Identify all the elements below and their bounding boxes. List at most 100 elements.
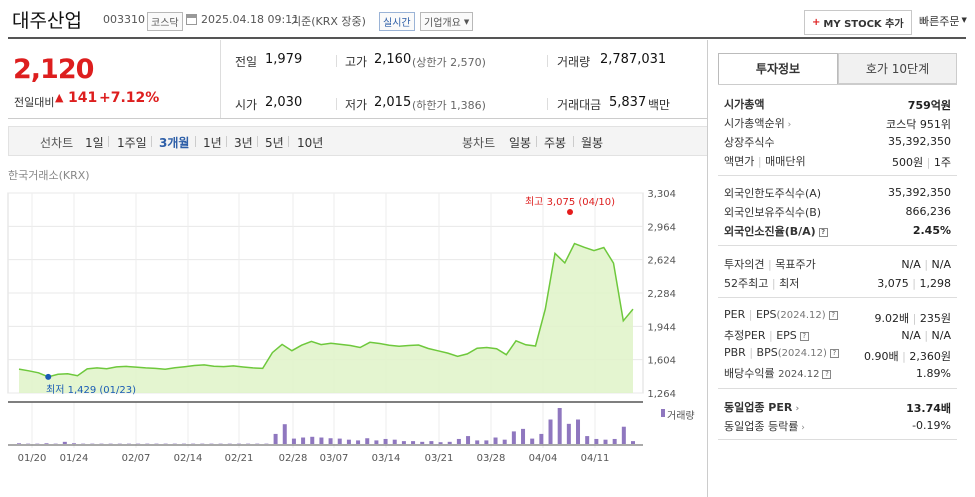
opinion-value: N/A	[901, 258, 921, 271]
volume-bar	[337, 438, 342, 444]
opinion-target-label: 투자의견 | 목표주가	[724, 258, 816, 271]
tab-3year[interactable]: 3년	[234, 136, 253, 150]
tab-10year[interactable]: 10년	[297, 136, 324, 150]
price-line	[18, 242, 634, 378]
volume-bar	[530, 438, 535, 444]
x-tick-label: 03/28	[477, 453, 506, 464]
x-tick-label: 02/28	[279, 453, 308, 464]
x-tick-label: 02/14	[174, 453, 203, 464]
volume-bar	[438, 442, 443, 444]
w52-low-value: 1,298	[919, 277, 952, 290]
chart-source-label: 한국거래소(KRX)	[8, 169, 90, 182]
volume-bar	[603, 439, 608, 444]
company-info-button[interactable]: 기업개요 ▼	[420, 12, 474, 31]
section-divider	[718, 175, 957, 176]
w52-low-label: 최저	[779, 277, 800, 290]
y-tick-label: 1,264	[647, 389, 676, 400]
divider	[288, 136, 289, 147]
price-area	[19, 243, 633, 393]
market-cap-label: 시가총액	[724, 98, 765, 111]
industry-per-value: 13.74배	[906, 402, 951, 415]
help-icon[interactable]: ?	[818, 227, 828, 237]
volume-bar	[62, 441, 67, 444]
tab-orderbook[interactable]: 호가 10단계	[838, 53, 957, 84]
volume-bar	[310, 436, 315, 444]
bps-period: (2024.12)	[777, 348, 827, 359]
industry-chg-label-wrap[interactable]: 동일업종 등락률 ›	[724, 418, 805, 434]
divider	[336, 55, 337, 67]
divider	[226, 136, 227, 147]
divider	[536, 136, 537, 147]
tab-weekly[interactable]: 주봉	[544, 136, 567, 150]
pbr-label: PBR	[724, 346, 746, 359]
divider	[573, 136, 574, 147]
tab-1year[interactable]: 1년	[203, 136, 222, 150]
volume-bar	[493, 437, 498, 444]
div-period: 2024.12	[778, 369, 820, 380]
y-tick-label: 3,304	[647, 189, 676, 200]
tab-3month[interactable]: 3개월	[159, 136, 190, 150]
x-tick-label: 03/07	[320, 453, 349, 464]
upper-limit: (상한가 2,570)	[412, 56, 486, 69]
tab-daily[interactable]: 일봉	[509, 136, 532, 150]
quick-order-button[interactable]: 빠른주문 ▼	[919, 13, 967, 29]
vertical-divider	[220, 40, 221, 118]
help-icon[interactable]: ?	[799, 331, 809, 341]
volume-bar	[576, 419, 581, 444]
header-divider	[8, 37, 966, 39]
quote-datetime: 2025.04.18 09:11	[201, 13, 300, 26]
volume-bar	[447, 441, 452, 444]
help-icon[interactable]: ?	[828, 310, 838, 320]
volume-bar	[328, 438, 333, 444]
target-label: 목표주가	[775, 258, 816, 271]
x-tick-label: 02/21	[225, 453, 254, 464]
est-per-value: N/A | N/A	[901, 329, 951, 342]
shares-label: 상장주식수	[724, 136, 775, 149]
tab-1day[interactable]: 1일	[85, 136, 104, 150]
tab-monthly[interactable]: 월봉	[581, 136, 604, 150]
stock-name: 대주산업	[12, 10, 82, 32]
market-cap-rank-text: 시가총액순위	[724, 117, 785, 130]
plus-icon: +	[812, 17, 821, 28]
volume-bar	[621, 426, 626, 444]
x-tick-label: 03/14	[372, 453, 401, 464]
market-cap-value: 759억원	[907, 99, 951, 112]
pbr-bps-value: 0.90배 | 2,360원	[864, 350, 951, 363]
market-badge: 코스닥	[147, 12, 183, 31]
volume-bar	[17, 443, 21, 444]
w52-high-label: 52주최고	[724, 277, 769, 290]
volume-bar	[466, 436, 471, 444]
industry-per-label-wrap[interactable]: 동일업종 PER ›	[724, 399, 799, 415]
volume-bar	[539, 433, 544, 444]
foreign-hold-label: 외국인보유주식수(B)	[724, 206, 822, 219]
period-bar	[8, 126, 708, 156]
volume-bar	[273, 433, 278, 444]
w52-high-value: 3,075	[877, 277, 909, 290]
tab-1week[interactable]: 1주일	[117, 136, 147, 150]
volume-bar	[301, 437, 306, 444]
high-marker	[567, 209, 573, 215]
y-tick-label: 2,624	[647, 256, 676, 267]
volume-bar	[475, 440, 480, 444]
volume-bar	[521, 428, 526, 444]
volume-bar	[319, 437, 324, 444]
help-icon[interactable]: ?	[829, 348, 839, 358]
divider	[195, 136, 196, 147]
volume-bar	[374, 440, 379, 444]
foreign-ratio-label-wrap: 외국인소진율(B/A)?	[724, 223, 828, 239]
unit-label: 매매단위	[765, 155, 806, 168]
div-label: 배당수익률	[724, 367, 775, 380]
div-label-wrap: 배당수익률 2024.12?	[724, 365, 832, 381]
tab-5year[interactable]: 5년	[265, 136, 284, 150]
market-cap-rank-label[interactable]: 시가총액순위 ›	[724, 115, 791, 131]
help-icon[interactable]: ?	[822, 369, 832, 379]
company-info-label: 기업개요	[424, 18, 461, 29]
market-cap-rank-value: 코스닥 951위	[886, 118, 951, 131]
tab-investment-info[interactable]: 투자정보	[718, 53, 838, 84]
volume-bar	[612, 438, 617, 444]
volume-bar	[566, 423, 571, 444]
my-stock-add-button[interactable]: + MY STOCK 추가	[804, 10, 912, 35]
foreign-limit-value: 35,392,350	[888, 186, 951, 199]
chevron-down-icon: ▼	[463, 17, 470, 26]
chevron-down-icon: ▼	[961, 16, 967, 24]
